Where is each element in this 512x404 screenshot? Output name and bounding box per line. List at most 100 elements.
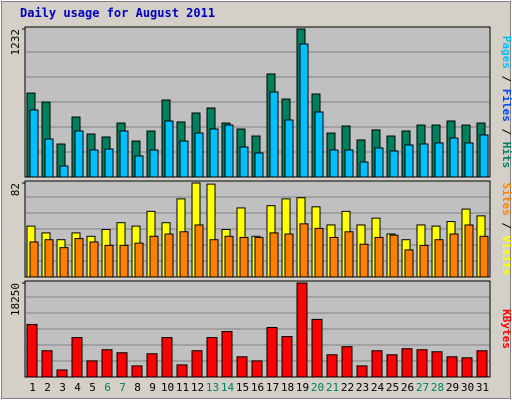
bar — [461, 357, 473, 378]
x-tick-label: 24 — [371, 381, 385, 394]
bar — [449, 137, 459, 178]
bar — [254, 152, 264, 178]
bar — [389, 234, 399, 278]
x-tick-label: 6 — [104, 381, 111, 394]
bar — [281, 336, 293, 378]
bar — [41, 350, 53, 378]
x-tick-label: 10 — [161, 381, 174, 394]
bar — [134, 242, 144, 278]
legend-space — [500, 216, 512, 223]
bar — [254, 236, 264, 278]
x-tick-label: 27 — [416, 381, 429, 394]
bar — [239, 146, 249, 178]
bar — [311, 318, 323, 378]
bar — [146, 353, 158, 378]
bar — [116, 352, 128, 378]
bar — [371, 350, 383, 378]
bar — [416, 349, 428, 378]
legend-entry: Sites — [500, 183, 512, 216]
x-tick-label: 17 — [266, 381, 279, 394]
bar — [104, 244, 114, 278]
bar — [134, 155, 144, 178]
bar — [74, 130, 84, 178]
legend-space — [500, 69, 512, 76]
bar — [464, 224, 474, 278]
bar — [104, 148, 114, 178]
bar — [329, 149, 339, 178]
bar — [239, 236, 249, 278]
bar — [476, 350, 488, 378]
x-tick-label: 19 — [296, 381, 309, 394]
bar — [479, 134, 489, 178]
bar — [179, 231, 189, 278]
chart-title: Daily usage for August 2011 — [20, 6, 215, 20]
bar — [431, 351, 443, 378]
x-tick-label: 12 — [191, 381, 204, 394]
x-tick-label: 1 — [29, 381, 36, 394]
bar — [464, 142, 474, 178]
bar — [224, 124, 234, 178]
bar — [26, 323, 38, 378]
x-tick-label: 23 — [356, 381, 369, 394]
legend-entry: Pages — [500, 36, 512, 69]
bar — [164, 120, 174, 178]
bar — [419, 244, 429, 278]
bar — [74, 238, 84, 278]
x-tick-label: 4 — [74, 381, 81, 394]
bar — [284, 233, 294, 278]
y-tick-label: 1232 — [9, 29, 22, 56]
bar — [269, 91, 279, 178]
bar — [419, 143, 429, 178]
bar — [221, 331, 233, 378]
bar — [344, 149, 354, 178]
x-tick-label: 31 — [476, 381, 489, 394]
bar — [119, 130, 129, 178]
bar — [329, 236, 339, 278]
bar — [449, 233, 459, 278]
bar — [194, 224, 204, 278]
y-tick-label: 82 — [9, 183, 22, 196]
x-tick-label: 28 — [431, 381, 444, 394]
bar — [209, 239, 219, 278]
x-tick-label: 11 — [176, 381, 189, 394]
legend-entry: KBytes — [500, 309, 512, 349]
bar — [344, 231, 354, 278]
bar — [149, 235, 159, 278]
x-tick-label: 7 — [119, 381, 126, 394]
bar — [374, 236, 384, 278]
bar — [251, 360, 263, 378]
x-tick-label: 18 — [281, 381, 294, 394]
x-tick-label: 30 — [461, 381, 474, 394]
bar — [359, 243, 369, 278]
bar — [44, 138, 54, 178]
x-tick-label: 13 — [206, 381, 219, 394]
legend-entry: / — [500, 222, 512, 229]
legend: Pages / Files / Hits — [500, 36, 512, 169]
legend-space — [500, 229, 512, 236]
bar — [434, 239, 444, 278]
bar — [131, 365, 143, 378]
bar — [266, 326, 278, 378]
bar — [404, 144, 414, 178]
legend-space — [500, 135, 512, 142]
legend-space — [500, 122, 512, 129]
bar — [284, 119, 294, 178]
bar — [341, 346, 353, 378]
legend-entry: / — [500, 129, 512, 136]
bar — [179, 140, 189, 178]
bar — [89, 149, 99, 178]
bar — [446, 356, 458, 378]
bar — [356, 365, 368, 378]
bar — [149, 149, 159, 178]
legend: Sites / Visits — [500, 183, 512, 276]
x-tick-label: 8 — [134, 381, 141, 394]
legend-entry: Visits — [500, 236, 512, 276]
bar — [434, 142, 444, 178]
bar — [299, 223, 309, 278]
bar — [359, 161, 369, 178]
bar — [71, 337, 83, 378]
bar — [59, 247, 69, 278]
x-tick-label: 5 — [89, 381, 96, 394]
bar — [386, 354, 398, 378]
